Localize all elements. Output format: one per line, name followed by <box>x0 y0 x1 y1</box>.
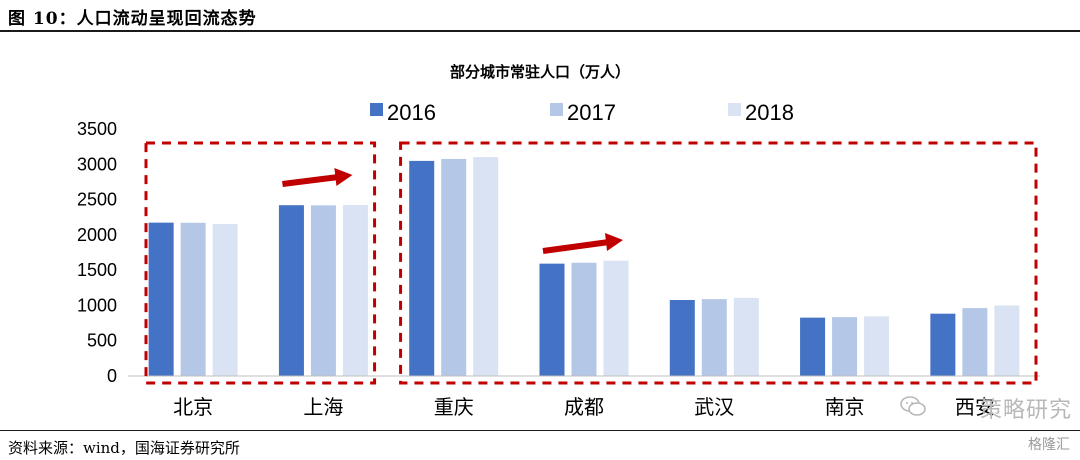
bar-2017-5 <box>832 317 858 376</box>
y-tick-label: 0 <box>107 366 117 386</box>
bar-2017-3 <box>571 262 597 376</box>
watermark-corner: 格隆汇 <box>1028 437 1070 453</box>
figure-footer: 资料来源：wind，国海证券研究所 格隆汇 <box>0 430 1080 460</box>
bar-2016-4 <box>669 299 695 376</box>
bar-2018-1 <box>342 204 368 376</box>
bar-2018-6 <box>994 305 1020 376</box>
y-tick-label: 1000 <box>77 295 117 315</box>
bar-2016-3 <box>539 263 565 376</box>
bar-2018-5 <box>864 316 890 376</box>
bar-2016-2 <box>409 160 435 376</box>
watermark-text: 策略研究 <box>979 398 1072 423</box>
x-category-label: 上海 <box>303 395 343 419</box>
annotations-group <box>144 141 1038 385</box>
y-tick-label: 3000 <box>77 154 117 174</box>
bar-2016-0 <box>148 222 174 376</box>
bar-2017-0 <box>180 222 206 376</box>
bar-2017-1 <box>310 205 336 376</box>
figure-source: 资料来源：wind，国海证券研究所 <box>8 439 240 457</box>
y-tick-label: 500 <box>87 331 117 351</box>
x-category-label: 北京 <box>173 395 213 419</box>
x-category-label: 南京 <box>825 395 865 419</box>
x-category-label: 重庆 <box>434 395 474 419</box>
bar-2018-0 <box>212 223 238 376</box>
figure-header: 图 10：人口流动呈现回流态势 <box>0 0 1080 32</box>
y-tick-label: 3500 <box>77 119 117 139</box>
bars-group <box>148 157 1020 376</box>
bar-2016-6 <box>930 313 956 376</box>
bar-2017-6 <box>962 308 988 376</box>
trend-arrow-head <box>605 233 623 251</box>
x-category-label: 西安 <box>955 395 995 419</box>
chart-title: 部分城市常驻人口（万人） <box>450 63 630 81</box>
chart-legend: 2016 2017 2018 <box>370 100 794 125</box>
y-tick-label: 2000 <box>77 225 117 245</box>
trend-arrow-head <box>334 168 353 186</box>
bar-2018-3 <box>603 260 629 376</box>
bar-2018-4 <box>733 297 759 376</box>
legend-swatch-2017 <box>550 103 563 116</box>
y-axis: 0 500 1000 1500 2000 2500 3000 3500 <box>77 119 117 386</box>
annotation-box-group-1 <box>144 141 377 385</box>
bar-2016-1 <box>278 205 304 376</box>
bar-2018-2 <box>473 157 499 376</box>
wechat-icon <box>900 396 926 416</box>
annotation-box-group-2 <box>399 141 1038 385</box>
legend-label-2018: 2018 <box>745 100 794 125</box>
x-category-label: 武汉 <box>694 395 734 419</box>
legend-swatch-2018 <box>728 103 741 116</box>
bar-2017-2 <box>441 158 467 376</box>
x-category-label: 成都 <box>564 395 604 419</box>
y-tick-label: 2500 <box>77 190 117 210</box>
y-tick-label: 1500 <box>77 260 117 280</box>
trend-arrow-shaft <box>542 239 610 254</box>
bar-2017-4 <box>701 299 727 376</box>
bar-chart: 部分城市常驻人口（万人） 2016 2017 2018 0 500 1000 1500 20… <box>77 63 1040 419</box>
figure-title: 图 10：人口流动呈现回流态势 <box>8 9 257 29</box>
legend-label-2017: 2017 <box>567 100 616 125</box>
bar-2016-5 <box>800 317 826 376</box>
legend-label-2016: 2016 <box>387 100 436 125</box>
x-axis: 北京 上海 重庆 成都 武汉 南京 西安 <box>128 375 1040 419</box>
legend-swatch-2016 <box>370 103 383 116</box>
trend-arrow-shaft <box>282 174 339 187</box>
